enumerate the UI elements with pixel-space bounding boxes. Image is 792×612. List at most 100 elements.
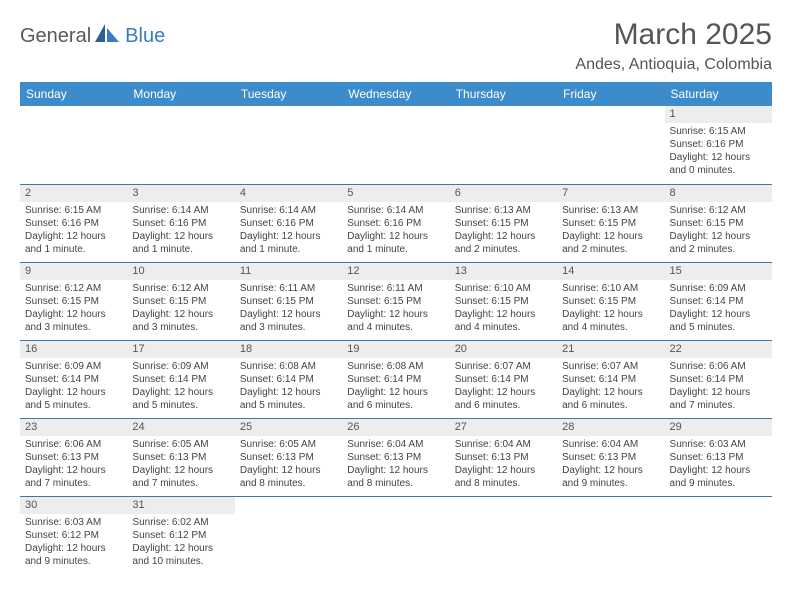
day-number: 12 [342, 263, 449, 280]
calendar-cell: 11Sunrise: 6:11 AMSunset: 6:15 PMDayligh… [235, 262, 342, 340]
calendar-cell: 19Sunrise: 6:08 AMSunset: 6:14 PMDayligh… [342, 340, 449, 418]
sunset-line: Sunset: 6:13 PM [562, 451, 659, 464]
sunrise-line: Sunrise: 6:09 AM [132, 360, 229, 373]
daylight-line: Daylight: 12 hours and 6 minutes. [455, 386, 552, 412]
daylight-line: Daylight: 12 hours and 0 minutes. [670, 151, 767, 177]
sunrise-line: Sunrise: 6:03 AM [670, 438, 767, 451]
sunset-line: Sunset: 6:13 PM [455, 451, 552, 464]
calendar-row: 23Sunrise: 6:06 AMSunset: 6:13 PMDayligh… [20, 418, 772, 496]
calendar-cell: 3Sunrise: 6:14 AMSunset: 6:16 PMDaylight… [127, 184, 234, 262]
day-number: 7 [557, 185, 664, 202]
calendar-cell: 5Sunrise: 6:14 AMSunset: 6:16 PMDaylight… [342, 184, 449, 262]
sunrise-line: Sunrise: 6:15 AM [670, 125, 767, 138]
sunset-line: Sunset: 6:13 PM [25, 451, 122, 464]
sunset-line: Sunset: 6:13 PM [132, 451, 229, 464]
day-number: 26 [342, 419, 449, 436]
calendar-cell: 16Sunrise: 6:09 AMSunset: 6:14 PMDayligh… [20, 340, 127, 418]
daylight-line: Daylight: 12 hours and 7 minutes. [25, 464, 122, 490]
sunrise-line: Sunrise: 6:07 AM [562, 360, 659, 373]
sunset-line: Sunset: 6:14 PM [562, 373, 659, 386]
day-details: Sunrise: 6:03 AMSunset: 6:12 PMDaylight:… [20, 514, 127, 572]
day-number: 3 [127, 185, 234, 202]
day-details: Sunrise: 6:12 AMSunset: 6:15 PMDaylight:… [665, 202, 772, 260]
day-number: 20 [450, 341, 557, 358]
day-number: 22 [665, 341, 772, 358]
calendar-cell: 13Sunrise: 6:10 AMSunset: 6:15 PMDayligh… [450, 262, 557, 340]
daylight-line: Daylight: 12 hours and 9 minutes. [25, 542, 122, 568]
sunrise-line: Sunrise: 6:14 AM [347, 204, 444, 217]
sunset-line: Sunset: 6:15 PM [562, 295, 659, 308]
sunrise-line: Sunrise: 6:11 AM [347, 282, 444, 295]
title-block: March 2025 Andes, Antioquia, Colombia [575, 18, 772, 74]
calendar-cell: 28Sunrise: 6:04 AMSunset: 6:13 PMDayligh… [557, 418, 664, 496]
sunset-line: Sunset: 6:13 PM [240, 451, 337, 464]
day-number: 16 [20, 341, 127, 358]
sunrise-line: Sunrise: 6:09 AM [25, 360, 122, 373]
day-details: Sunrise: 6:13 AMSunset: 6:15 PMDaylight:… [557, 202, 664, 260]
calendar-row: 9Sunrise: 6:12 AMSunset: 6:15 PMDaylight… [20, 262, 772, 340]
day-details: Sunrise: 6:07 AMSunset: 6:14 PMDaylight:… [557, 358, 664, 416]
day-number: 15 [665, 263, 772, 280]
day-number: 19 [342, 341, 449, 358]
sunset-line: Sunset: 6:15 PM [25, 295, 122, 308]
day-details: Sunrise: 6:14 AMSunset: 6:16 PMDaylight:… [235, 202, 342, 260]
day-number: 8 [665, 185, 772, 202]
daylight-line: Daylight: 12 hours and 4 minutes. [347, 308, 444, 334]
daylight-line: Daylight: 12 hours and 3 minutes. [240, 308, 337, 334]
day-number: 9 [20, 263, 127, 280]
calendar-row: 30Sunrise: 6:03 AMSunset: 6:12 PMDayligh… [20, 496, 772, 574]
calendar-cell: 22Sunrise: 6:06 AMSunset: 6:14 PMDayligh… [665, 340, 772, 418]
sunrise-line: Sunrise: 6:13 AM [562, 204, 659, 217]
calendar-cell: 29Sunrise: 6:03 AMSunset: 6:13 PMDayligh… [665, 418, 772, 496]
sunrise-line: Sunrise: 6:14 AM [240, 204, 337, 217]
daylight-line: Daylight: 12 hours and 1 minute. [132, 230, 229, 256]
sunset-line: Sunset: 6:12 PM [132, 529, 229, 542]
sunrise-line: Sunrise: 6:02 AM [132, 516, 229, 529]
daylight-line: Daylight: 12 hours and 4 minutes. [455, 308, 552, 334]
sunrise-line: Sunrise: 6:04 AM [562, 438, 659, 451]
sunset-line: Sunset: 6:15 PM [240, 295, 337, 308]
calendar-body: 1Sunrise: 6:15 AMSunset: 6:16 PMDaylight… [20, 106, 772, 574]
calendar-cell [665, 496, 772, 574]
sunrise-line: Sunrise: 6:08 AM [240, 360, 337, 373]
weekday-header: Wednesday [342, 82, 449, 106]
day-number: 29 [665, 419, 772, 436]
day-details: Sunrise: 6:08 AMSunset: 6:14 PMDaylight:… [342, 358, 449, 416]
daylight-line: Daylight: 12 hours and 8 minutes. [240, 464, 337, 490]
location: Andes, Antioquia, Colombia [575, 56, 772, 74]
sunrise-line: Sunrise: 6:15 AM [25, 204, 122, 217]
weekday-header-row: SundayMondayTuesdayWednesdayThursdayFrid… [20, 82, 772, 106]
daylight-line: Daylight: 12 hours and 2 minutes. [670, 230, 767, 256]
daylight-line: Daylight: 12 hours and 7 minutes. [132, 464, 229, 490]
sunrise-line: Sunrise: 6:09 AM [670, 282, 767, 295]
day-number: 14 [557, 263, 664, 280]
calendar-cell: 30Sunrise: 6:03 AMSunset: 6:12 PMDayligh… [20, 496, 127, 574]
calendar-cell: 8Sunrise: 6:12 AMSunset: 6:15 PMDaylight… [665, 184, 772, 262]
daylight-line: Daylight: 12 hours and 5 minutes. [25, 386, 122, 412]
daylight-line: Daylight: 12 hours and 5 minutes. [670, 308, 767, 334]
sunrise-line: Sunrise: 6:03 AM [25, 516, 122, 529]
logo: General Blue [20, 18, 165, 49]
daylight-line: Daylight: 12 hours and 3 minutes. [132, 308, 229, 334]
daylight-line: Daylight: 12 hours and 5 minutes. [132, 386, 229, 412]
day-details: Sunrise: 6:08 AMSunset: 6:14 PMDaylight:… [235, 358, 342, 416]
calendar-cell: 7Sunrise: 6:13 AMSunset: 6:15 PMDaylight… [557, 184, 664, 262]
daylight-line: Daylight: 12 hours and 3 minutes. [25, 308, 122, 334]
daylight-line: Daylight: 12 hours and 7 minutes. [670, 386, 767, 412]
daylight-line: Daylight: 12 hours and 9 minutes. [562, 464, 659, 490]
sunset-line: Sunset: 6:15 PM [670, 217, 767, 230]
daylight-line: Daylight: 12 hours and 8 minutes. [347, 464, 444, 490]
daylight-line: Daylight: 12 hours and 6 minutes. [347, 386, 444, 412]
calendar-cell: 6Sunrise: 6:13 AMSunset: 6:15 PMDaylight… [450, 184, 557, 262]
daylight-line: Daylight: 12 hours and 10 minutes. [132, 542, 229, 568]
sunrise-line: Sunrise: 6:04 AM [455, 438, 552, 451]
day-details: Sunrise: 6:04 AMSunset: 6:13 PMDaylight:… [450, 436, 557, 494]
calendar-cell: 23Sunrise: 6:06 AMSunset: 6:13 PMDayligh… [20, 418, 127, 496]
calendar-cell: 31Sunrise: 6:02 AMSunset: 6:12 PMDayligh… [127, 496, 234, 574]
day-details: Sunrise: 6:14 AMSunset: 6:16 PMDaylight:… [127, 202, 234, 260]
day-details: Sunrise: 6:02 AMSunset: 6:12 PMDaylight:… [127, 514, 234, 572]
day-number: 4 [235, 185, 342, 202]
sunrise-line: Sunrise: 6:11 AM [240, 282, 337, 295]
sunrise-line: Sunrise: 6:08 AM [347, 360, 444, 373]
header: General Blue March 2025 Andes, Antioquia… [20, 18, 772, 74]
